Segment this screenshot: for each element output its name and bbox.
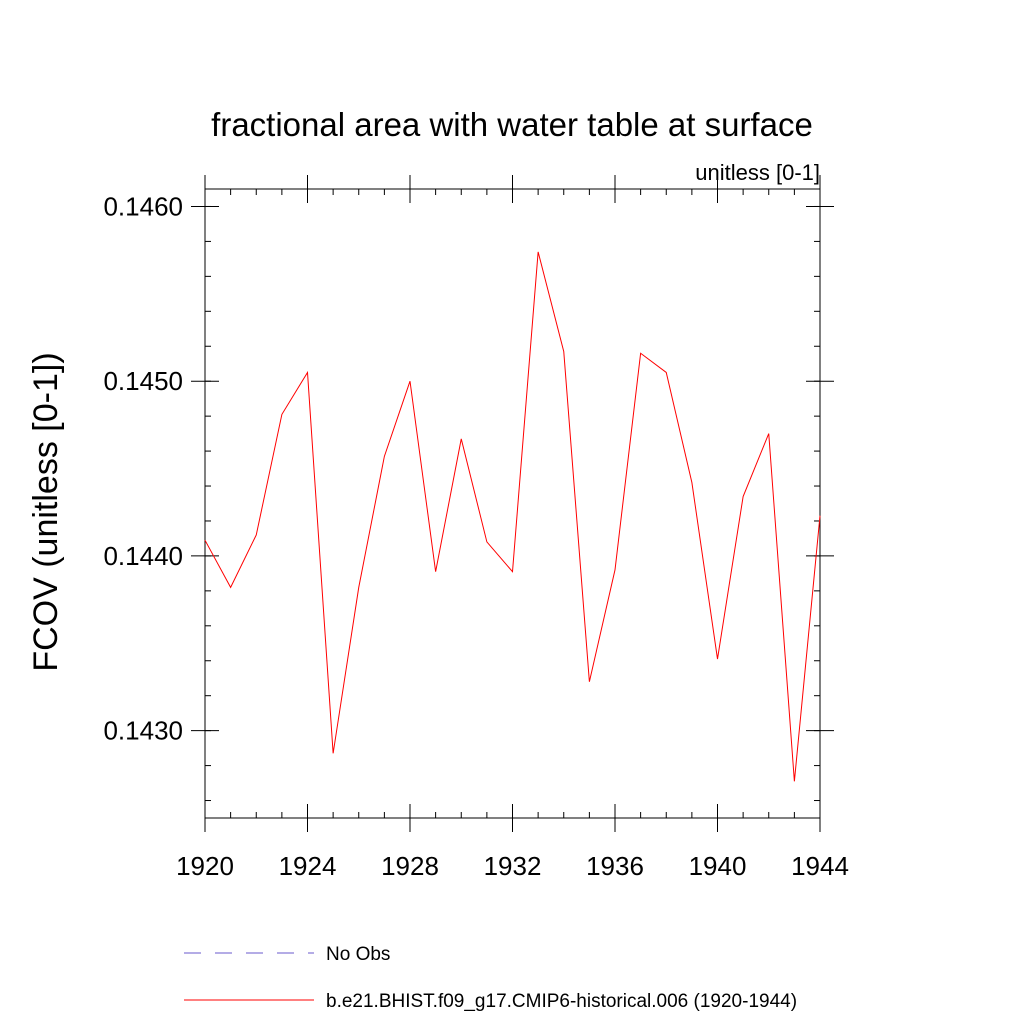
axes: 0.1430 0.1440 0.1450 0.1460 1920 1924 1928 1932… [103, 175, 849, 881]
legend-label: b.e21.BHIST.f09_g17.CMIP6-historical.006… [326, 991, 797, 1012]
chart-subtitle: unitless [0-1] [695, 160, 820, 185]
series-layer [204, 251, 821, 782]
y-tick-label: 0.1430 [103, 716, 183, 746]
x-tick-label: 1928 [381, 851, 439, 881]
x-tick-label: 1936 [586, 851, 644, 881]
y-tick-label: 0.1440 [103, 541, 183, 571]
x-tick-label: 1940 [689, 851, 747, 881]
x-tick-label: 1932 [484, 851, 542, 881]
chart-title: fractional area with water table at surf… [211, 106, 813, 143]
legend: No Obs b.e21.BHIST.f09_g17.CMIP6-historic… [184, 944, 797, 1012]
x-tick-label: 1944 [791, 851, 849, 881]
plot-frame [204, 188, 821, 819]
y-axis-label: FCOV (unitless [0-1]) [27, 352, 65, 671]
y-tick-label: 0.1450 [103, 366, 183, 396]
x-tick-label: 1920 [176, 851, 234, 881]
legend-label: No Obs [326, 944, 390, 965]
x-tick-label: 1924 [279, 851, 337, 881]
y-tick-label: 0.1460 [103, 191, 183, 221]
series-line-1 [204, 251, 821, 782]
